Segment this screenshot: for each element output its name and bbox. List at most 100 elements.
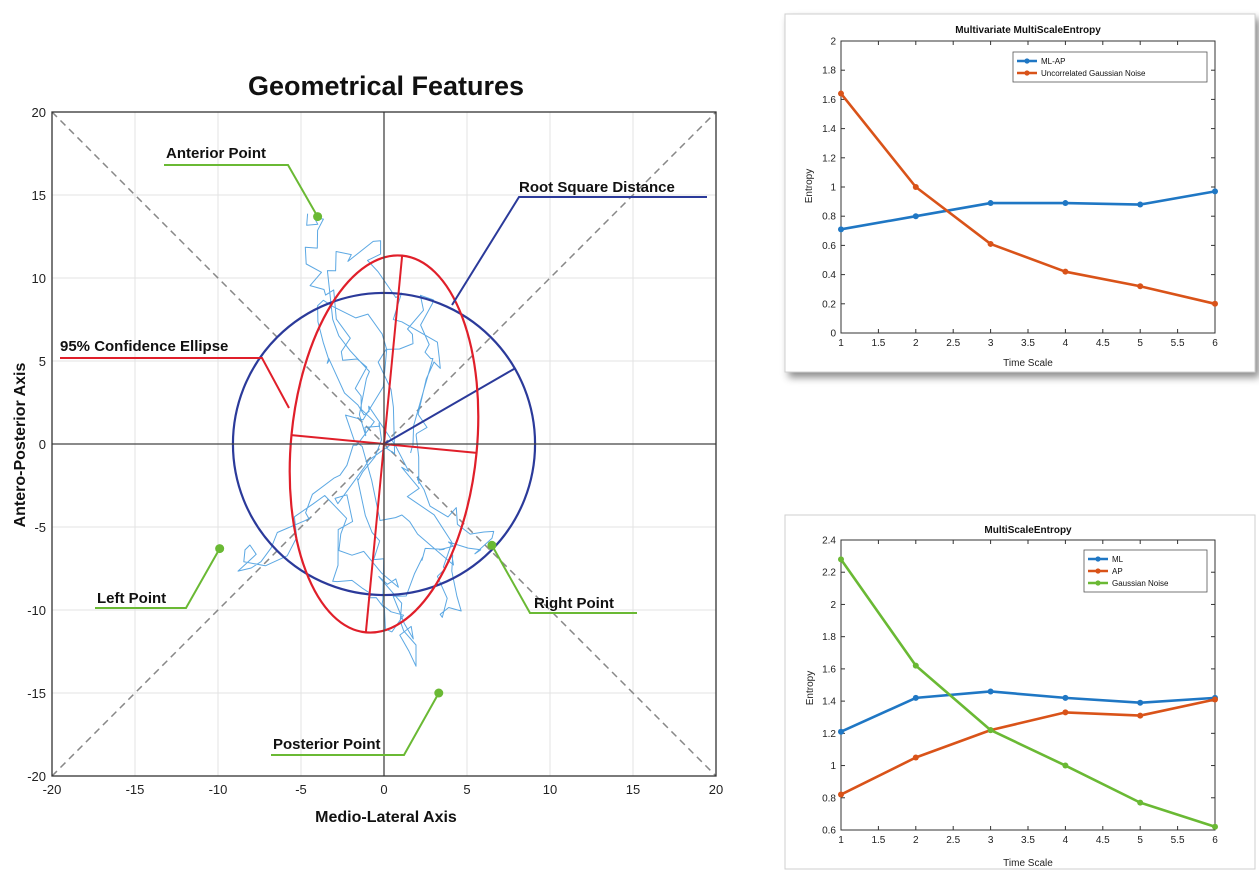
y-tick-label: 2.2	[822, 568, 836, 579]
annotation-left-point: Left Point	[97, 590, 166, 607]
trajectory-line	[237, 213, 495, 667]
chart1-title: Multivariate MultiScaleEntropy	[955, 25, 1101, 36]
x-tick-label: 2	[913, 338, 919, 349]
chart2-x-label: Time Scale	[1003, 858, 1053, 869]
y-tick-label: -5	[34, 520, 46, 535]
data-point	[1137, 283, 1144, 290]
x-tick-label: 1	[838, 835, 844, 846]
y-tick-label: 0.6	[822, 826, 836, 837]
y-tick-label: 20	[32, 105, 46, 120]
x-tick-label: 5.5	[1171, 835, 1185, 846]
data-point	[838, 728, 844, 735]
y-tick-label: 10	[32, 271, 46, 286]
y-tick-label: 2.4	[822, 536, 836, 547]
annotation-leaders	[60, 164, 707, 756]
x-tick-label: 15	[626, 782, 640, 797]
geometrical-features-chart: Geometrical Features -20 -15 -10 -5 0 5 10 15 20…	[12, 71, 723, 826]
y-axis-label: Antero-Posterior Axis	[12, 363, 29, 528]
legend-label: AP	[1112, 567, 1123, 576]
legend-marker	[1024, 70, 1030, 76]
data-point	[838, 226, 844, 233]
y-tick-label: -10	[27, 603, 46, 618]
legend-label: ML	[1112, 555, 1124, 564]
y-tick-label: -20	[27, 769, 46, 784]
y-tick-label: 0	[39, 437, 46, 452]
data-point	[1062, 200, 1069, 207]
x-tick-label: 4	[1063, 338, 1069, 349]
data-point	[838, 556, 844, 563]
plot-frame	[51, 111, 717, 777]
y-tick-label: 5	[39, 354, 46, 369]
x-tick-label: 5	[1137, 338, 1143, 349]
data-point	[838, 90, 844, 97]
x-tick-label: -15	[126, 782, 145, 797]
x-tick-label: 4.5	[1096, 835, 1110, 846]
plot-frame	[840, 40, 1216, 334]
legend-marker	[1024, 58, 1030, 64]
x-tick-label: 10	[543, 782, 557, 797]
radius-line	[383, 367, 516, 445]
y-tick-label: 2	[830, 37, 836, 48]
data-point	[1062, 709, 1069, 716]
chart2-title: MultiScaleEntropy	[984, 525, 1072, 536]
y-tick-label: 1	[830, 183, 836, 194]
annotation-anterior-point: Anterior Point	[166, 145, 266, 162]
x-axis-label: Medio-Lateral Axis	[315, 809, 457, 826]
data-point	[1137, 799, 1144, 806]
x-tick-label: 20	[709, 782, 723, 797]
legend-marker	[1095, 556, 1101, 562]
y-tick-label: 2	[830, 600, 836, 611]
main-tick-labels: -20 -15 -10 -5 0 5 10 15 20 -20 -15 -10 -5 0 5 10 15 20	[27, 105, 723, 797]
series-line	[840, 190, 1216, 231]
data-point	[987, 688, 994, 695]
x-tick-label: 1.5	[871, 338, 885, 349]
legend-marker	[1095, 580, 1101, 586]
chart2-y-label: Entropy	[805, 671, 816, 705]
data-point	[1137, 712, 1144, 719]
leader-right	[491, 544, 637, 614]
data-point	[1212, 300, 1218, 307]
data-point	[912, 694, 919, 701]
x-tick-label: 5	[1137, 835, 1143, 846]
data-point	[1137, 699, 1144, 706]
chart1-y-label: Entropy	[804, 169, 815, 203]
x-tick-label: 2	[913, 835, 919, 846]
x-tick-label: 2.5	[946, 835, 960, 846]
annotation-posterior-point: Posterior Point	[273, 736, 381, 753]
y-tick-label: 0.2	[822, 299, 836, 310]
y-tick-label: -15	[27, 686, 46, 701]
legend-box	[1012, 51, 1208, 83]
leader-anterior	[164, 164, 319, 218]
y-tick-label: 0.4	[822, 270, 836, 281]
x-tick-label: 4	[1063, 835, 1069, 846]
series-line	[839, 558, 1216, 829]
legend-label: Gaussian Noise	[1112, 579, 1169, 588]
x-tick-label: 3	[988, 338, 994, 349]
annotation-confidence-ellipse: 95% Confidence Ellipse	[60, 338, 228, 355]
y-tick-label: 1.6	[822, 664, 836, 675]
data-point	[1062, 268, 1069, 275]
sway-trajectory	[237, 213, 495, 667]
y-tick-label: 0.8	[822, 793, 836, 804]
y-tick-label: 0.8	[822, 212, 836, 223]
data-point	[987, 200, 994, 207]
data-point	[1062, 694, 1069, 701]
leader-left	[95, 548, 221, 609]
series-line	[840, 690, 1216, 733]
y-tick-label: 1	[830, 761, 836, 772]
x-tick-label: 1	[838, 338, 844, 349]
multivariate-mse-chart: Multivariate MultiScaleEntropy Time Scal…	[784, 13, 1256, 373]
chart1-x-label: Time Scale	[1003, 358, 1053, 369]
y-tick-label: 1.8	[822, 632, 836, 643]
x-tick-label: 4.5	[1096, 338, 1110, 349]
main-chart-title: Geometrical Features	[248, 71, 524, 101]
data-point	[838, 791, 844, 798]
x-tick-label: 0	[380, 782, 387, 797]
x-tick-label: 6	[1212, 835, 1218, 846]
x-tick-label: 2.5	[946, 338, 960, 349]
data-point	[1212, 696, 1218, 703]
x-tick-label: 3	[988, 835, 994, 846]
series-line	[839, 92, 1216, 306]
data-point	[1212, 823, 1218, 830]
y-tick-label: 1.4	[822, 697, 836, 708]
